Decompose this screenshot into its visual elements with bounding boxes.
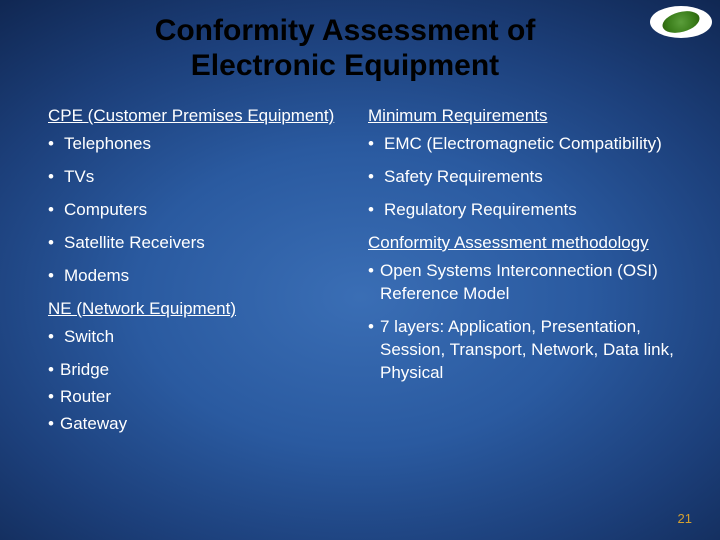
list-item: Open Systems Interconnection (OSI) Refer… xyxy=(368,260,698,306)
list-item: 7 layers: Application, Presentation, Ses… xyxy=(368,316,698,385)
slide-number: 21 xyxy=(678,511,692,526)
bullet-text: Regulatory Requirements xyxy=(384,200,577,219)
list-item: Switch xyxy=(48,326,348,349)
bullet-text: Modems xyxy=(64,266,129,285)
bullet-text: Computers xyxy=(64,200,147,219)
list-item: Bridge xyxy=(48,359,348,382)
bullet-text: Satellite Receivers xyxy=(64,233,205,252)
bullet-text: EMC (Electromagnetic Compatibility) xyxy=(384,134,662,153)
list-item: Satellite Receivers xyxy=(48,232,348,255)
list-item: Modems xyxy=(48,265,348,288)
logo-icon xyxy=(660,7,702,36)
list-item: EMC (Electromagnetic Compatibility) xyxy=(368,133,698,156)
list-item: TVs xyxy=(48,166,348,189)
bullet-text: Switch xyxy=(64,327,114,346)
ne-heading: NE (Network Equipment) xyxy=(48,298,348,320)
slide-title: Conformity Assessment of Electronic Equi… xyxy=(0,0,720,83)
list-item: Regulatory Requirements xyxy=(368,199,698,222)
list-item: Gateway xyxy=(48,413,348,436)
left-column: CPE (Customer Premises Equipment) Teleph… xyxy=(48,105,348,440)
bullet-text: Router xyxy=(60,387,111,406)
list-item: Safety Requirements xyxy=(368,166,698,189)
right-column: Minimum Requirements EMC (Electromagneti… xyxy=(368,105,698,440)
title-line-2: Electronic Equipment xyxy=(191,49,499,82)
title-line-1: Conformity Assessment of xyxy=(155,14,536,47)
bullet-text: Gateway xyxy=(60,414,127,433)
logo-badge xyxy=(650,6,712,38)
bullet-text: Open Systems Interconnection (OSI) Refer… xyxy=(380,261,658,303)
list-item: Router xyxy=(48,386,348,409)
methodology-heading: Conformity Assessment methodology xyxy=(368,232,698,254)
bullet-text: Telephones xyxy=(64,134,151,153)
cpe-heading: CPE (Customer Premises Equipment) xyxy=(48,105,348,127)
bullet-text: Bridge xyxy=(60,360,109,379)
min-req-heading: Minimum Requirements xyxy=(368,105,698,127)
bullet-text: Safety Requirements xyxy=(384,167,543,186)
list-item: Computers xyxy=(48,199,348,222)
bullet-text: 7 layers: Application, Presentation, Ses… xyxy=(380,317,674,382)
list-item: Telephones xyxy=(48,133,348,156)
content-area: CPE (Customer Premises Equipment) Teleph… xyxy=(0,83,720,440)
bullet-text: TVs xyxy=(64,167,94,186)
